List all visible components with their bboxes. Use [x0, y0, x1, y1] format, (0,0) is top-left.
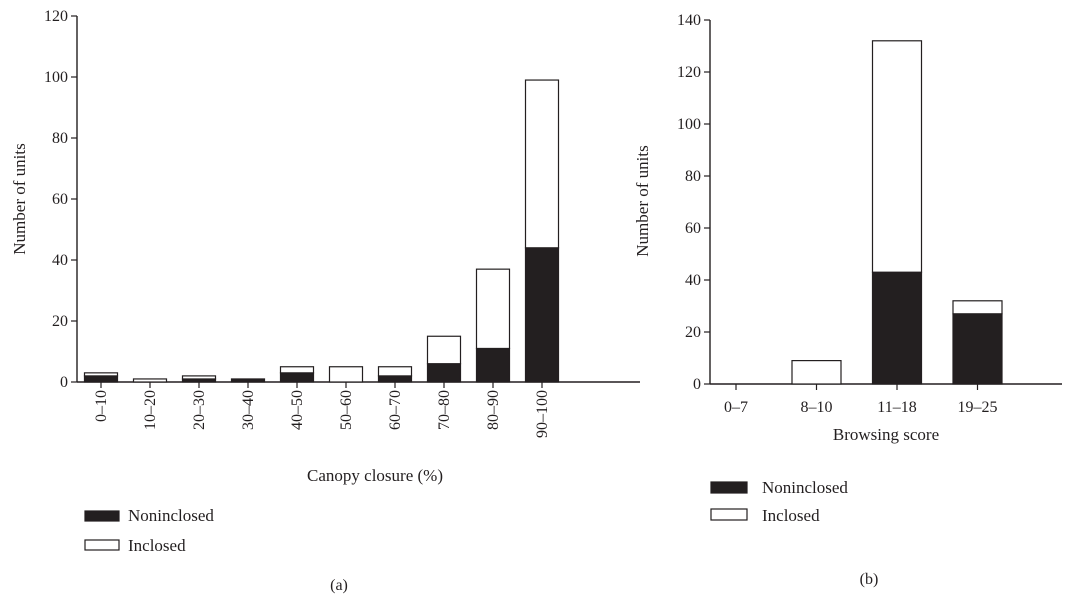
panel-a-bar-inclosed-7 [426, 335, 462, 365]
panel-a-x-tick-label: 60–70 [387, 390, 404, 430]
panel-a-bar-inclosed-8 [475, 268, 511, 350]
panel-a-y-axis-title: Number of units [10, 143, 29, 254]
panel-a-bar-inclosed-1 [132, 378, 168, 383]
panel-a-bar-noninclosed-7 [426, 363, 462, 383]
panel-a-bar-noninclosed-4 [279, 372, 315, 383]
panel-a-chart: 0 20 40 60 80 100 120 0–10 10–20 20–30 30–40 40–50… [10, 8, 640, 594]
panel-b-x-tick-label: 0–7 [724, 399, 748, 416]
panel-a-bar-noninclosed-9 [524, 247, 560, 383]
panel-b-y-tick-label: 20 [685, 324, 701, 341]
panel-b-bar-inclosed-3 [952, 300, 1003, 315]
panel-a-x-tick-label: 80–90 [485, 390, 502, 430]
panel-b-y-tick-label: 140 [677, 12, 701, 29]
panel-a-bar-noninclosed-8 [475, 347, 511, 383]
panel-a-y-tick-label: 40 [52, 252, 68, 269]
panel-a-bar-noninclosed-6 [377, 375, 413, 383]
panel-a-legend-label-inclosed: Inclosed [128, 536, 186, 555]
panel-b-y-tick-label: 120 [677, 64, 701, 81]
panel-a-x-tick-label: 40–50 [289, 390, 306, 430]
panel-a-bar-noninclosed-0 [83, 375, 119, 383]
panel-a-bar-inclosed-0 [83, 372, 119, 377]
panel-b-x-tick-label: 19–25 [958, 399, 998, 416]
panel-b-bar-inclosed-2 [871, 40, 923, 273]
panel-b-bar-noninclosed-3 [952, 313, 1003, 385]
panel-a-x-tick-label: 70–80 [436, 390, 453, 430]
panel-a-x-tick-label: 90–100 [534, 390, 551, 438]
panel-b-x-tick-label: 8–10 [801, 399, 833, 416]
panel-a-x-tick-label: 20–30 [191, 390, 208, 430]
panel-b-y-axis-title: Number of units [633, 145, 652, 256]
panel-a-label: (a) [330, 577, 348, 594]
panel-a-y-tick-label: 60 [52, 191, 68, 208]
panel-a-y-tick-label: 100 [44, 69, 68, 86]
panel-a-x-tick-label: 30–40 [240, 390, 257, 430]
panel-b-y-tick-label: 0 [693, 376, 701, 393]
panel-a-bar-inclosed-2 [181, 375, 217, 380]
panel-b-y-tick-label: 80 [685, 168, 701, 185]
panel-b-chart: 0 20 40 60 80 100 120 140 0–7 8–10 11–18 19–25 Num… [633, 12, 1062, 588]
panel-b-bar-noninclosed-2 [871, 271, 923, 385]
panel-b-legend: Noninclosed Inclosed [710, 478, 848, 525]
panel-a-y-tick-label: 80 [52, 130, 68, 147]
panel-a-y-tick-label: 0 [60, 374, 68, 391]
panel-a-x-tick-label: 0–10 [93, 390, 110, 422]
panel-b-legend-label-noninclosed: Noninclosed [762, 478, 848, 497]
panel-b-legend-swatch-noninclosed [710, 481, 748, 494]
panel-a-legend-label-noninclosed: Noninclosed [128, 506, 214, 525]
panel-a-y-tick-label: 20 [52, 313, 68, 330]
panel-b-bar-inclosed-1 [791, 360, 842, 385]
panel-b-legend-label-inclosed: Inclosed [762, 506, 820, 525]
panel-a-legend-swatch-inclosed [84, 539, 120, 551]
panel-b-label: (b) [860, 571, 879, 588]
panel-a-legend-swatch-noninclosed [84, 510, 120, 522]
panel-b-y-tick-label: 60 [685, 220, 701, 237]
panel-a-x-axis-title: Canopy closure (%) [307, 466, 443, 485]
panel-b-x-tick-label: 11–18 [877, 399, 916, 416]
panel-a-y-tick-label: 120 [44, 8, 68, 25]
panel-b-legend-swatch-inclosed [710, 508, 748, 521]
panel-b-y-tick-label: 40 [685, 272, 701, 289]
panel-a-x-tick-label: 50–60 [338, 390, 355, 430]
panel-a-bar-noninclosed-3 [230, 378, 266, 383]
panel-a-bar-inclosed-6 [377, 366, 413, 377]
panel-a-bar-inclosed-9 [524, 79, 560, 249]
panel-a-x-tick-label: 10–20 [142, 390, 159, 430]
panel-a-legend: Noninclosed Inclosed [84, 506, 214, 555]
panel-a-bar-inclosed-4 [279, 366, 315, 374]
panel-b-x-axis-title: Browsing score [833, 425, 939, 444]
panel-a-bar-inclosed-5 [328, 366, 364, 383]
panel-b-y-tick-label: 100 [677, 116, 701, 133]
